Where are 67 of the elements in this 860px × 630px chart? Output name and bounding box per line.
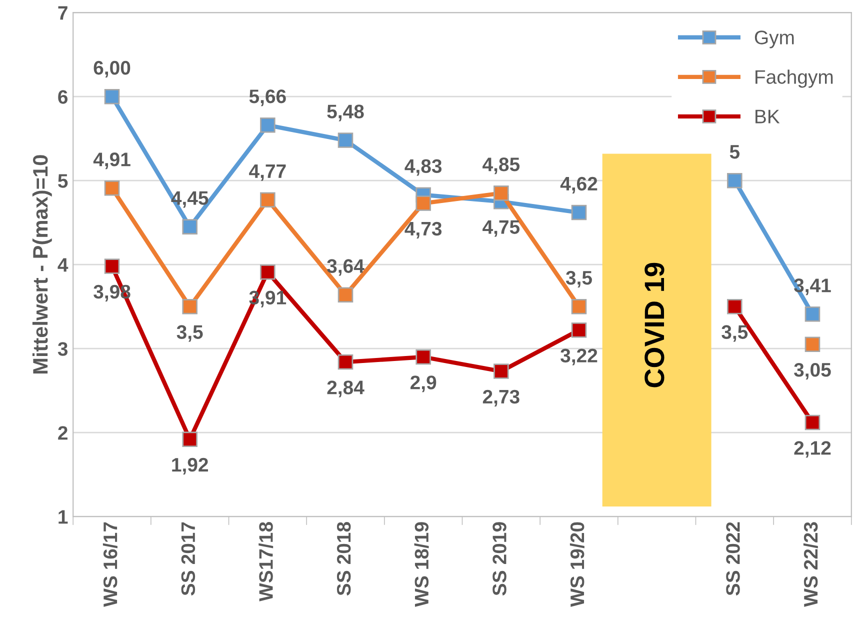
point xyxy=(494,364,509,379)
data-label: 5,66 xyxy=(249,89,286,106)
data-label: 2,9 xyxy=(410,376,436,392)
x-tick-label: WS17/18 xyxy=(258,522,274,602)
data-label: 4,75 xyxy=(482,220,520,237)
point xyxy=(338,287,354,302)
point xyxy=(804,414,820,430)
point xyxy=(494,186,509,201)
point xyxy=(182,219,198,234)
point xyxy=(104,180,120,196)
point xyxy=(727,172,742,188)
y-tick-label: 7 xyxy=(58,6,68,20)
data-label: 5,48 xyxy=(327,104,364,122)
point xyxy=(260,192,276,208)
y-tick-label: 2 xyxy=(58,426,68,440)
point xyxy=(182,432,198,447)
data-label: 4,73 xyxy=(404,222,442,238)
y-tick-label: 1 xyxy=(58,510,68,524)
point xyxy=(804,306,820,322)
point xyxy=(260,118,276,133)
data-label: 4,85 xyxy=(482,158,520,174)
point xyxy=(804,336,820,352)
y-axis-title: Mittelwert - P(max)=10 xyxy=(32,155,52,374)
point xyxy=(571,298,587,314)
data-label: 3,05 xyxy=(794,362,831,380)
data-label: 3,64 xyxy=(327,259,364,276)
x-tick-label: WS 19/20 xyxy=(570,522,584,607)
data-label: 1,92 xyxy=(172,458,208,474)
point xyxy=(260,264,276,280)
legend-label: Gym xyxy=(754,30,794,48)
point xyxy=(182,298,198,314)
y-tick-label: 3 xyxy=(58,342,68,356)
x-tick-label: SS 2022 xyxy=(726,522,740,596)
point xyxy=(338,354,354,370)
point xyxy=(338,132,354,148)
point xyxy=(571,204,587,220)
data-label: 2,84 xyxy=(327,380,364,398)
y-tick-label: 4 xyxy=(58,258,68,272)
point xyxy=(104,88,120,104)
data-label: 2,73 xyxy=(482,390,520,406)
point xyxy=(104,258,120,274)
data-label: 3,5 xyxy=(566,270,592,288)
x-tick-label: SS 2019 xyxy=(492,522,506,596)
x-tick-label: WS 18/19 xyxy=(414,522,429,607)
band-label: COVID 19 xyxy=(644,262,664,388)
x-tick-label: WS 22/23 xyxy=(803,522,818,607)
data-label: 3,5 xyxy=(176,325,203,342)
point xyxy=(416,349,431,365)
data-label: 4,91 xyxy=(93,152,130,170)
data-label: 4,62 xyxy=(560,176,598,194)
x-tick-label: SS 2017 xyxy=(181,522,196,596)
point xyxy=(571,322,587,338)
data-label: 3,22 xyxy=(560,348,598,366)
data-label: 6,00 xyxy=(94,60,130,78)
y-tick-label: 6 xyxy=(58,90,68,104)
y-tick-label: 5 xyxy=(58,174,68,188)
data-label: 4,83 xyxy=(404,159,442,176)
point xyxy=(416,196,431,211)
legend-label: Fachgym xyxy=(756,70,833,88)
data-label: 4,77 xyxy=(249,164,286,181)
x-tick-label: WS 16/17 xyxy=(102,522,118,607)
legend-label: BK xyxy=(756,110,780,124)
data-label: 3,5 xyxy=(722,325,748,342)
data-label: 5 xyxy=(730,145,740,159)
data-label: 2,12 xyxy=(794,441,831,458)
x-tick-label: SS 2018 xyxy=(336,522,351,596)
point xyxy=(727,298,742,314)
